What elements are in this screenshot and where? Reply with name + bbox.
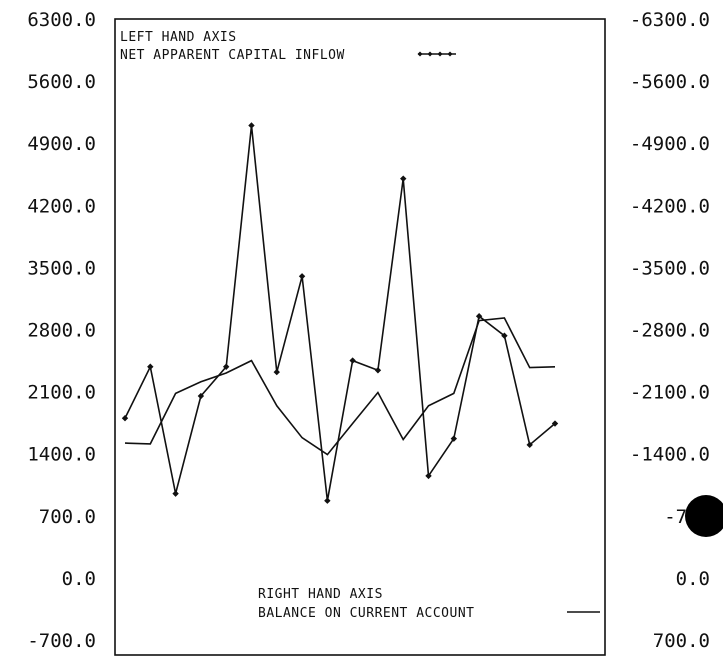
legend-top-swatch (417, 51, 456, 57)
left-tick-label: 0.0 (62, 568, 96, 590)
legend-bottom-heading: RIGHT HAND AXIS (258, 587, 383, 602)
legend-bottom: RIGHT HAND AXIS BALANCE ON CURRENT ACCOU… (258, 587, 600, 621)
left-tick-label: 3500.0 (27, 257, 96, 279)
series-layer (121, 122, 559, 504)
legend-bottom-label: BALANCE ON CURRENT ACCOUNT (258, 606, 475, 621)
legend-top-marker (437, 51, 443, 57)
legend-top-label: NET APPARENT CAPITAL INFLOW (120, 48, 345, 63)
right-tick-label: -2100.0 (630, 382, 710, 404)
right-tick-label: 0.0 (676, 568, 710, 590)
series-line-1 (124, 317, 556, 456)
right-tick-label: -4900.0 (630, 133, 710, 155)
data-point (349, 357, 356, 364)
data-point (248, 122, 255, 129)
left-tick-label: -700.0 (27, 630, 96, 652)
left-tick-label: 5600.0 (27, 71, 96, 93)
series-line-0 (124, 125, 556, 501)
data-point (526, 441, 533, 449)
scan-blot (685, 495, 723, 537)
legend-top-marker (447, 51, 453, 57)
data-point (197, 392, 205, 400)
right-tick-label: -2800.0 (630, 320, 710, 342)
data-point (222, 363, 230, 370)
data-point (147, 363, 154, 370)
data-point (324, 497, 331, 504)
left-tick-label: 4900.0 (27, 133, 96, 155)
left-tick-label: 2100.0 (27, 382, 96, 404)
data-point (374, 367, 382, 374)
left-tick-label: 700.0 (39, 506, 96, 528)
legend-top-marker (417, 51, 423, 57)
left-tick-label: 2800.0 (27, 320, 96, 342)
right-tick-label: -3500.0 (630, 257, 710, 279)
data-point (450, 435, 458, 442)
legend-top: LEFT HAND AXIS NET APPARENT CAPITAL INFL… (120, 30, 456, 63)
data-point (121, 415, 129, 422)
right-tick-label: 700.0 (653, 630, 710, 652)
plot-frame (114, 18, 606, 656)
left-axis: -700.0 0.0 700.0 1400.0 2100.0 2800.0 3500.0 42… (27, 9, 96, 652)
data-point (551, 420, 559, 427)
data-point (475, 312, 483, 320)
left-tick-label: 6300.0 (27, 9, 96, 31)
data-point (425, 472, 432, 480)
left-tick-label: 1400.0 (27, 444, 96, 466)
legend-top-heading: LEFT HAND AXIS (120, 30, 237, 45)
data-point (172, 490, 179, 497)
data-point (273, 368, 280, 376)
data-point (298, 273, 306, 280)
right-tick-label: -6300.0 (630, 9, 710, 31)
right-tick-label: -5600.0 (630, 71, 710, 93)
right-tick-label: -4200.0 (630, 195, 710, 217)
data-point (400, 175, 407, 182)
data-point (501, 332, 508, 339)
left-tick-label: 4200.0 (27, 195, 96, 217)
right-axis: 700.00.0-700-1400.0-2100.0-2800.0-3500.0… (630, 9, 710, 652)
right-tick-label: -1400.0 (630, 444, 710, 466)
legend-top-marker (427, 51, 433, 57)
